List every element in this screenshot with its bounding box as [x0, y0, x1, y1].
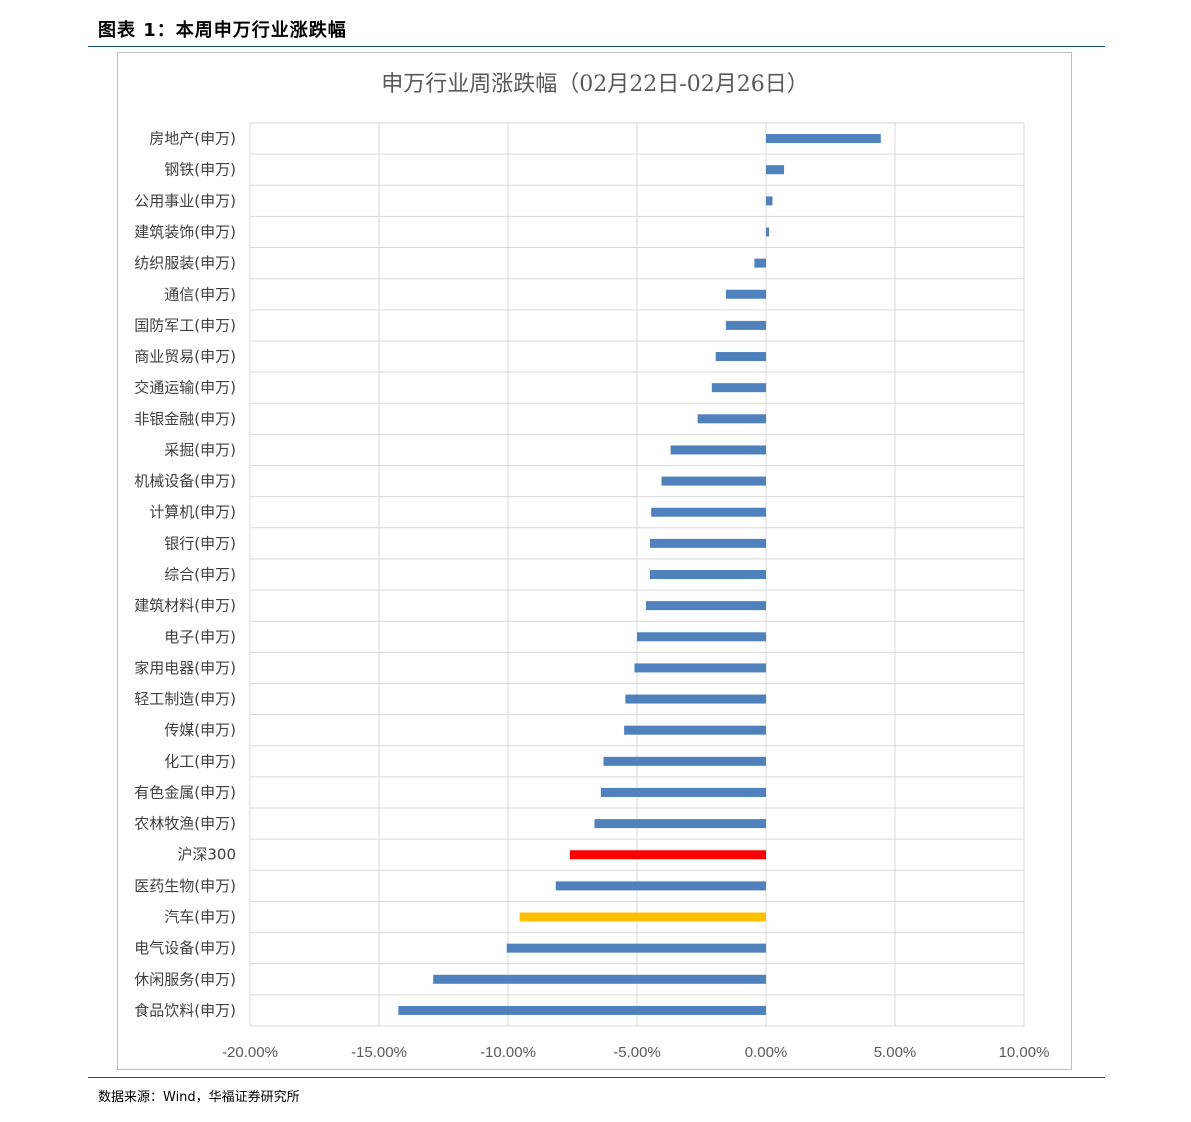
category-label: 化工(申万) [164, 752, 236, 770]
chart-frame: 申万行业周涨跌幅（02月22日-02月26日） 房地产(申万) 钢铁(申万) 公用事… [117, 52, 1072, 1070]
x-tick-label: 5.00% [874, 1044, 917, 1061]
category-label: 采掘(申万) [164, 441, 236, 459]
bar [670, 445, 766, 455]
category-label: 计算机(申万) [149, 503, 236, 521]
category-label: 机械设备(申万) [134, 472, 236, 490]
top-rule [88, 46, 1105, 47]
x-tick-label: -5.00% [613, 1044, 661, 1061]
category-label: 轻工制造(申万) [134, 690, 236, 708]
category-label: 食品饮料(申万) [134, 1001, 236, 1019]
bar [649, 538, 766, 548]
chart-title: 申万行业周涨跌幅（02月22日-02月26日） [381, 72, 808, 97]
bar [651, 507, 766, 517]
grid-layer [249, 122, 1025, 1027]
category-label: 银行(申万) [164, 534, 236, 552]
bar [625, 694, 766, 704]
bar [697, 414, 766, 424]
bar [766, 196, 773, 206]
x-tick-labels: -20.00% -15.00% -10.00% -5.00% 0.00% 5.00% 10.… [222, 1044, 1049, 1061]
category-label: 传媒(申万) [164, 721, 236, 739]
category-label: 钢铁(申万) [164, 161, 236, 179]
bar [711, 383, 766, 393]
bar [433, 974, 766, 984]
category-label: 有色金属(申万) [134, 783, 236, 801]
category-labels: 房地产(申万) 钢铁(申万) 公用事业(申万) 建筑装饰(申万) 纺织服装(申万) 通信(… [134, 130, 236, 1020]
category-label: 商业贸易(申万) [134, 348, 236, 366]
x-tick-label: -15.00% [351, 1044, 407, 1061]
bar [634, 663, 766, 673]
bar [661, 476, 766, 486]
bar [624, 725, 766, 735]
bar [646, 601, 766, 611]
x-tick-label: 10.00% [999, 1044, 1050, 1061]
source-note: 数据来源：Wind，华福证券研究所 [98, 1090, 300, 1105]
category-label: 建筑装饰(申万) [134, 223, 236, 241]
category-label: 通信(申万) [164, 285, 236, 303]
bar [519, 912, 766, 922]
bar [506, 943, 766, 953]
bar [649, 570, 766, 579]
bar [600, 787, 766, 797]
bar [766, 227, 770, 237]
category-label: 房地产(申万) [149, 130, 236, 148]
bar [398, 1005, 766, 1015]
bar [726, 289, 766, 299]
bar [766, 134, 881, 144]
x-tick-label: -10.00% [480, 1044, 536, 1061]
bar [603, 756, 766, 766]
category-label: 沪深300 [177, 846, 236, 864]
category-label: 电气设备(申万) [134, 939, 236, 957]
x-tick-label: 0.00% [745, 1044, 788, 1061]
x-tick-label: -20.00% [222, 1044, 278, 1061]
category-label: 非银金融(申万) [134, 410, 236, 428]
category-label: 家用电器(申万) [134, 659, 236, 677]
category-label: 综合(申万) [164, 566, 236, 584]
category-label: 纺织服装(申万) [134, 254, 236, 272]
bar-layer [398, 134, 881, 1015]
category-label: 公用事业(申万) [134, 192, 236, 210]
figure-caption: 图表 1：本周申万行业涨跌幅 [98, 20, 347, 41]
category-label: 电子(申万) [164, 628, 236, 646]
category-label: 建筑材料(申万) [134, 597, 236, 615]
bar [555, 881, 766, 891]
category-label: 医药生物(申万) [134, 877, 236, 895]
bar [569, 850, 766, 860]
category-label: 汽车(申万) [164, 908, 236, 926]
bar [726, 320, 766, 330]
category-label: 国防军工(申万) [134, 316, 236, 334]
bottom-rule [88, 1077, 1105, 1078]
bar [715, 352, 766, 362]
bar-chart: 申万行业周涨跌幅（02月22日-02月26日） 房地产(申万) 钢铁(申万) 公用事… [134, 72, 1049, 1061]
bar [637, 632, 766, 642]
category-label: 农林牧渔(申万) [134, 815, 236, 833]
bar [754, 258, 766, 268]
category-label: 交通运输(申万) [134, 379, 236, 397]
bar [766, 165, 785, 175]
category-label: 休闲服务(申万) [134, 970, 236, 988]
bar [594, 819, 766, 829]
